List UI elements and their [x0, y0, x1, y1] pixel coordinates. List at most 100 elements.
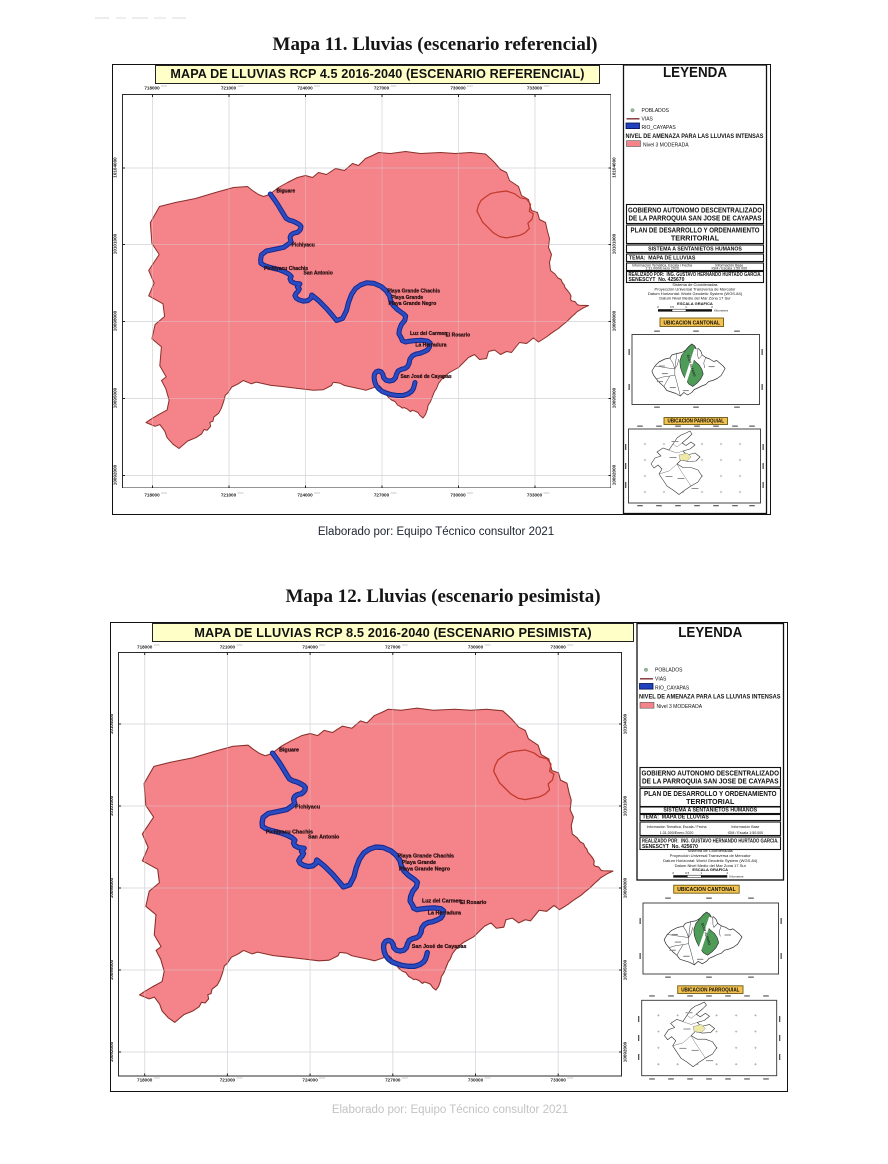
svg-text:724000: 724000	[297, 86, 313, 91]
svg-text:721000: 721000	[220, 1078, 236, 1083]
svg-text:2: 2	[726, 871, 728, 875]
svg-text:10098000: 10098000	[612, 310, 617, 331]
svg-text:724000: 724000	[297, 493, 313, 498]
svg-text:10104000: 10104000	[612, 157, 617, 178]
svg-text:Datum Horizontal: World Geodet: Datum Horizontal: World Geodetic System …	[663, 858, 758, 863]
svg-text:NIVEL DE AMENAZA PARA LAS LLUV: NIVEL DE AMENAZA PARA LAS LLUVIAS INTENS…	[639, 694, 781, 701]
svg-text:Proyección Universal Transvers: Proyección Universal Transversa de Merca…	[670, 853, 752, 858]
svg-text:SISTEMA A SENTANIETOS HUMANOS: SISTEMA A SENTANIETOS HUMANOS	[663, 808, 757, 814]
svg-text:TEMA: MAPA DE LLUVIAS: TEMA: MAPA DE LLUVIAS	[643, 815, 710, 821]
svg-text:Nivel 3 MODERADA: Nivel 3 MODERADA	[657, 704, 703, 710]
svg-text:ESCALA GRAFICA: ESCALA GRAFICA	[677, 301, 713, 306]
svg-text:718000: 718000	[144, 493, 160, 498]
svg-text:724000: 724000	[302, 645, 318, 650]
svg-text:721000: 721000	[221, 493, 237, 498]
svg-text:TERRITORIAL: TERRITORIAL	[686, 797, 735, 806]
svg-text:Luz del Carmen: Luz del Carmen	[410, 331, 447, 337]
svg-text:VIAS: VIAS	[655, 677, 667, 683]
svg-text:LEYENDA: LEYENDA	[663, 64, 727, 81]
svg-text:10095000: 10095000	[623, 959, 628, 980]
svg-text:10095000: 10095000	[109, 959, 114, 980]
svg-text:718000: 718000	[137, 645, 153, 650]
svg-text:REALIZADO POR: ING. GUSTAVO H: REALIZADO POR: ING. GUSTAVO HERNANDO HUR…	[629, 272, 763, 278]
svg-text:POBLADOS: POBLADOS	[655, 668, 683, 674]
svg-text:10092000: 10092000	[113, 464, 118, 485]
svg-text:Kilometers: Kilometers	[714, 309, 729, 313]
svg-text:10095000: 10095000	[612, 387, 617, 408]
svg-text:GOBIERNO AUTONOMO DESCENTRALIZ: GOBIERNO AUTONOMO DESCENTRALIZADO	[642, 769, 780, 778]
svg-text:0.5: 0.5	[685, 871, 689, 875]
svg-text:0: 0	[672, 871, 674, 875]
svg-text:1: 1	[700, 871, 702, 875]
svg-text:730000: 730000	[450, 493, 466, 498]
svg-text:Información Temática, Escala /: Información Temática, Escala / Fecha	[632, 263, 692, 267]
svg-text:Pichiyacu Chachis: Pichiyacu Chachis	[264, 266, 308, 272]
svg-text:POBLADOS: POBLADOS	[642, 108, 670, 114]
svg-text:Playa Grande Negro: Playa Grande Negro	[388, 301, 436, 307]
svg-text:La Herradura: La Herradura	[415, 342, 446, 348]
svg-text:10092000: 10092000	[109, 1041, 114, 1062]
svg-text:Datum Horizontal: World Geodet: Datum Horizontal: World Geodetic System …	[648, 291, 743, 296]
svg-text:Información Temática, Escala /: Información Temática, Escala / Fecha	[647, 825, 707, 829]
svg-text:721000: 721000	[221, 86, 237, 91]
svg-text:727000: 727000	[385, 1078, 401, 1083]
svg-text:Nivel 3 MODERADA: Nivel 3 MODERADA	[643, 142, 689, 148]
svg-text:10101000: 10101000	[612, 233, 617, 254]
svg-text:1: 1	[685, 305, 687, 309]
svg-text:TERRITORIAL: TERRITORIAL	[671, 234, 720, 243]
svg-text:SISTEMA A SENTANIETOS HUMANOS: SISTEMA A SENTANIETOS HUMANOS	[648, 247, 742, 253]
svg-text:733000: 733000	[551, 645, 567, 650]
svg-text:UBICACION PARROQUIAL: UBICACION PARROQUIAL	[681, 987, 740, 993]
svg-text:Información Base: Información Base	[731, 825, 759, 829]
svg-text:727000: 727000	[385, 645, 401, 650]
svg-text:10104000: 10104000	[113, 157, 118, 178]
svg-text:10101000: 10101000	[113, 233, 118, 254]
svg-text:730000: 730000	[450, 86, 466, 91]
svg-text:718000: 718000	[144, 86, 160, 91]
svg-text:NIVEL DE AMENAZA PARA LAS LLUV: NIVEL DE AMENAZA PARA LAS LLUVIAS INTENS…	[626, 133, 765, 140]
svg-text:10098000: 10098000	[623, 877, 628, 898]
svg-text:Sistema de Coordenadas: Sistema de Coordenadas	[672, 282, 717, 287]
svg-text:REALIZADO POR: ING. GUSTAVO H: REALIZADO POR: ING. GUSTAVO HERNANDO HUR…	[642, 838, 779, 844]
svg-text:PLAN DE DESARROLLO Y ORDENAMIE: PLAN DE DESARROLLO Y ORDENAMIENTO	[631, 226, 760, 235]
svg-text:SENESCYT No. 425670: SENESCYT No. 425670	[629, 277, 685, 283]
svg-text:Biguare: Biguare	[276, 188, 295, 194]
svg-text:10092000: 10092000	[623, 1041, 628, 1062]
svg-text:10095000: 10095000	[113, 387, 118, 408]
svg-text:733000: 733000	[527, 493, 543, 498]
svg-text:ESCALA GRAFICA: ESCALA GRAFICA	[692, 867, 728, 872]
svg-text:LEYENDA: LEYENDA	[678, 624, 742, 641]
svg-text:724000: 724000	[302, 1078, 318, 1083]
svg-text:GOBIERNO AUTONOMO DESCENTRALIZ: GOBIERNO AUTONOMO DESCENTRALIZADO	[628, 206, 762, 215]
svg-text:TEMA: MAPA DE LLUVIAS: TEMA: MAPA DE LLUVIAS	[629, 256, 696, 262]
svg-text:10101000: 10101000	[623, 795, 628, 816]
svg-text:RIO_CAYAPAS: RIO_CAYAPAS	[642, 125, 677, 131]
svg-text:Kilometers: Kilometers	[729, 875, 744, 879]
svg-text:733000: 733000	[551, 1078, 567, 1083]
svg-text:ELOY ALFARO: ELOY ALFARO	[686, 354, 697, 377]
svg-text:Pichiyacu: Pichiyacu	[291, 242, 314, 248]
svg-text:Datum Nivel Medio del Mar Zona: Datum Nivel Medio del Mar Zona 17 Sur	[675, 863, 747, 868]
svg-text:Sistema de Coordenadas: Sistema de Coordenadas	[688, 848, 733, 853]
svg-text:721000: 721000	[220, 645, 236, 650]
svg-text:10101000: 10101000	[109, 795, 114, 816]
svg-text:IGM / Escala 1:50.000: IGM / Escala 1:50.000	[728, 831, 764, 835]
svg-text:1:31.000/Enero 2020: 1:31.000/Enero 2020	[660, 831, 694, 835]
svg-text:718000: 718000	[137, 1078, 153, 1083]
svg-text:San José de Cayapas: San José de Cayapas	[400, 374, 451, 380]
svg-text:730000: 730000	[468, 645, 484, 650]
svg-text:UBICACION CANTONAL: UBICACION CANTONAL	[677, 887, 736, 893]
svg-text:PLAN DE DESARROLLO Y ORDENAMIE: PLAN DE DESARROLLO Y ORDENAMIENTO	[644, 789, 777, 798]
svg-text:2: 2	[711, 305, 713, 309]
svg-text:Datum Nivel Medio del Mar Zona: Datum Nivel Medio del Mar Zona 17 Sur	[659, 296, 731, 301]
svg-text:Proyección Universal Transvers: Proyección Universal Transversa de Merca…	[655, 287, 737, 292]
svg-text:10098000: 10098000	[113, 310, 118, 331]
svg-text:Playa Grande: Playa Grande	[391, 295, 423, 301]
svg-text:1:31.000/Enero 2020: 1:31.000/Enero 2020	[645, 267, 679, 271]
svg-text:DE LA PARROQUIA SAN JOSE DE CA: DE LA PARROQUIA SAN JOSE DE CAYAPAS	[642, 777, 779, 786]
svg-text:0: 0	[657, 305, 659, 309]
svg-text:SENESCYT No. 425670: SENESCYT No. 425670	[642, 844, 698, 850]
svg-text:El Rosario: El Rosario	[445, 332, 470, 338]
svg-text:RIO_CAYAPAS: RIO_CAYAPAS	[655, 686, 690, 692]
svg-text:733000: 733000	[527, 86, 543, 91]
